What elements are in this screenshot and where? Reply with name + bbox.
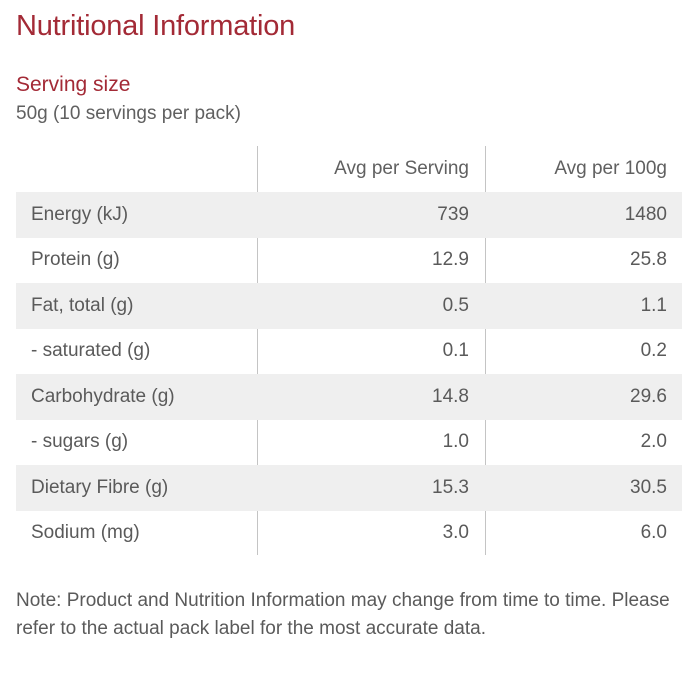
nutrient-label: Dietary Fibre (g) — [31, 476, 169, 498]
nutrient-label: Energy (kJ) — [31, 203, 129, 225]
per-serving-value: 3.0 — [442, 522, 469, 544]
per-serving-value: 14.8 — [432, 385, 469, 407]
per-serving-value: 739 — [437, 203, 469, 225]
per-serving-value: 0.1 — [442, 340, 469, 362]
column-divider — [485, 146, 486, 555]
column-divider — [257, 146, 258, 555]
per-serving-value: 15.3 — [432, 476, 469, 498]
per-serving-value: 1.0 — [442, 431, 469, 453]
nutrition-table: Avg per Serving Avg per 100g Energy (kJ)… — [16, 146, 682, 556]
nutrient-label: Sodium (mg) — [31, 522, 140, 544]
table-header-row: Avg per Serving Avg per 100g — [16, 146, 682, 192]
header-avg-per-100g: Avg per 100g — [554, 158, 667, 179]
table-row: Protein (g) 12.9 25.8 — [16, 238, 682, 284]
per-100g-value: 25.8 — [630, 249, 667, 271]
serving-size-value: 50g (10 servings per pack) — [16, 103, 241, 124]
page-title: Nutritional Information — [16, 10, 296, 42]
per-100g-value: 30.5 — [630, 476, 667, 498]
per-100g-value: 1.1 — [640, 294, 667, 316]
disclaimer-note: Note: Product and Nutrition Information … — [16, 590, 670, 639]
table-row: Energy (kJ) 739 1480 — [16, 192, 682, 238]
header-avg-per-serving: Avg per Serving — [334, 158, 469, 179]
table-row: - sugars (g) 1.0 2.0 — [16, 420, 682, 466]
per-serving-value: 0.5 — [442, 294, 469, 316]
table-row: Sodium (mg) 3.0 6.0 — [16, 511, 682, 557]
table-row: - saturated (g) 0.1 0.2 — [16, 329, 682, 375]
per-100g-value: 1480 — [624, 203, 667, 225]
table-row: Carbohydrate (g) 14.8 29.6 — [16, 374, 682, 420]
nutrient-label: Carbohydrate (g) — [31, 385, 175, 407]
per-100g-value: 2.0 — [640, 431, 667, 453]
table-row: Fat, total (g) 0.5 1.1 — [16, 283, 682, 329]
per-serving-value: 12.9 — [432, 249, 469, 271]
per-100g-value: 6.0 — [640, 522, 667, 544]
nutrient-label: - saturated (g) — [31, 340, 151, 362]
nutrient-label: - sugars (g) — [31, 431, 129, 453]
per-100g-value: 0.2 — [640, 340, 667, 362]
nutrient-label: Fat, total (g) — [31, 294, 134, 316]
serving-size-heading: Serving size — [16, 73, 131, 96]
table-row: Dietary Fibre (g) 15.3 30.5 — [16, 465, 682, 511]
nutrient-label: Protein (g) — [31, 249, 120, 271]
per-100g-value: 29.6 — [630, 385, 667, 407]
